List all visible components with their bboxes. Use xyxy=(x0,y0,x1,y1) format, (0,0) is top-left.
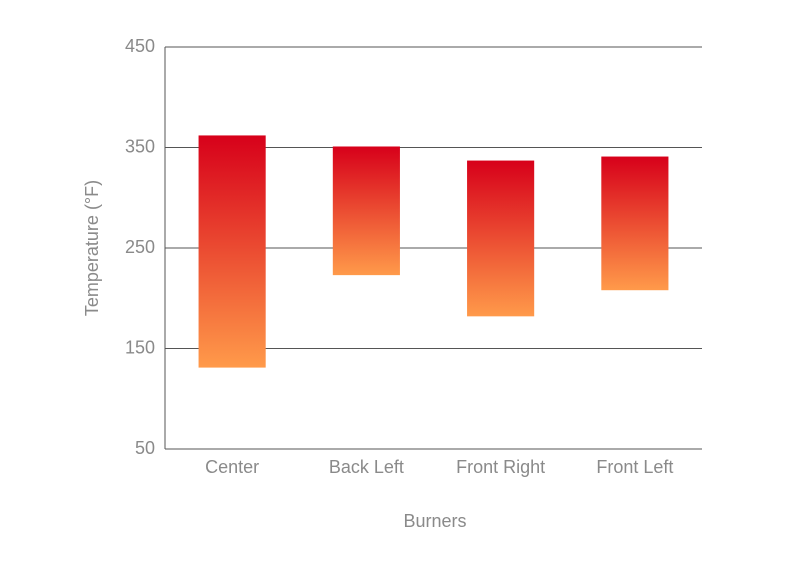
x-tick-label: Center xyxy=(205,457,259,477)
y-tick-label: 450 xyxy=(125,36,155,56)
y-tick-label: 50 xyxy=(135,438,155,458)
range-bar xyxy=(332,146,400,276)
y-tick-label: 350 xyxy=(125,136,155,156)
x-tick-label: Front Right xyxy=(456,457,545,477)
range-bar xyxy=(601,156,669,291)
range-bar xyxy=(198,135,266,368)
y-tick-label: 150 xyxy=(125,337,155,357)
y-axis-title: Temperature (°F) xyxy=(82,180,102,316)
x-axis-title: Burners xyxy=(403,511,466,531)
y-tick-label: 250 xyxy=(125,237,155,257)
x-tick-label: Front Left xyxy=(596,457,673,477)
x-tick-label: Back Left xyxy=(329,457,404,477)
range-bar xyxy=(467,160,535,317)
